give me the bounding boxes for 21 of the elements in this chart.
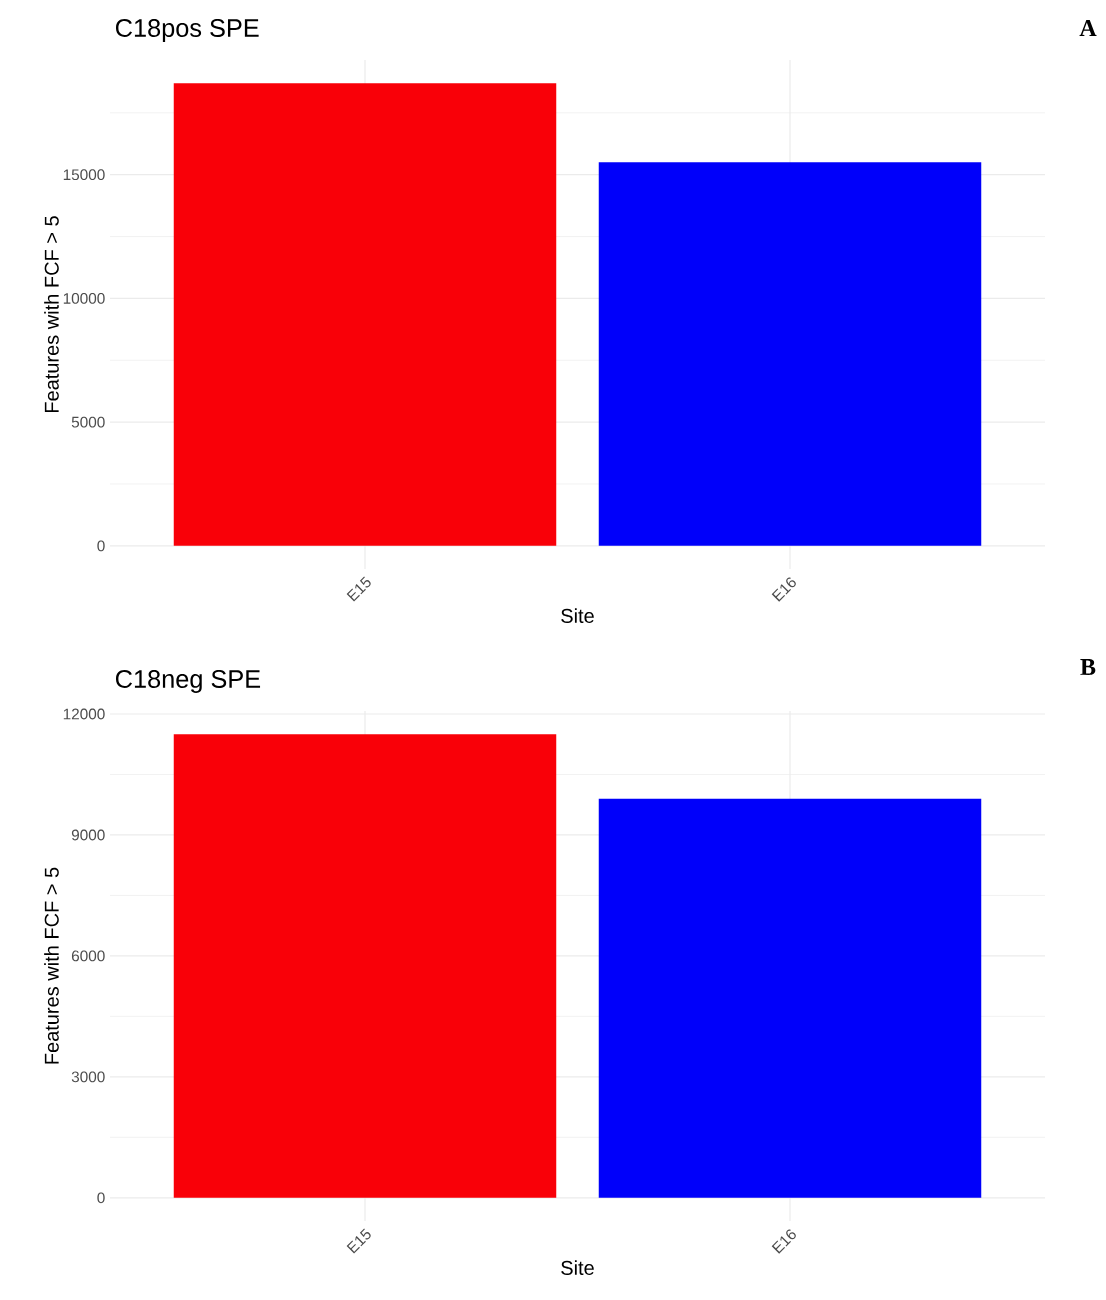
y-tick-label: 0: [97, 540, 105, 552]
x-axis-title: Site: [561, 1260, 594, 1275]
text: B: [1080, 659, 1096, 675]
x-axis-title: Site: [561, 608, 594, 623]
y-axis-title: Features with FCF > 5: [44, 867, 59, 1064]
x-tick-label: E16: [771, 1229, 796, 1254]
y-tick-label: 0: [97, 1192, 105, 1204]
y-tick-label: 6000: [71, 950, 105, 962]
y-tick-label: 10000: [63, 292, 105, 304]
y-tick-label: 3000: [71, 1071, 105, 1083]
y-tick-label: 12000: [63, 708, 105, 720]
x-tick-label: E15: [346, 1228, 371, 1254]
y-tick-label: 15000: [63, 169, 105, 181]
x-tick-label: E15: [346, 576, 371, 602]
chart-title: C18pos SPE: [115, 19, 259, 42]
x-tick-label: E16: [771, 577, 796, 602]
y-axis-title: Features with FCF > 5: [44, 216, 59, 413]
y-tick-label: 9000: [71, 829, 105, 841]
chart-title: C18neg SPE: [115, 670, 261, 693]
text: A: [1079, 20, 1097, 36]
y-tick-label: 5000: [71, 416, 105, 428]
